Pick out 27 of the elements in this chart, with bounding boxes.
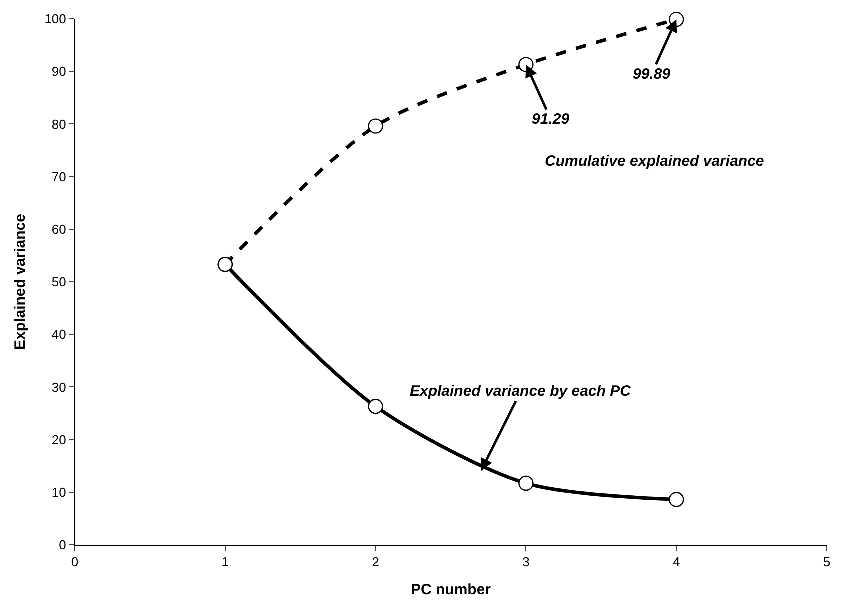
annotation: Explained variance by each PC <box>410 383 632 400</box>
x-tick-label: 4 <box>672 554 680 570</box>
x-axis-title: PC number <box>410 582 492 599</box>
y-tick-label: 30 <box>52 380 66 395</box>
x-tick-label: 5 <box>823 554 831 570</box>
annotation: 91.29 <box>532 111 570 128</box>
y-tick-label: 60 <box>52 222 66 237</box>
point <box>669 492 684 508</box>
point <box>518 476 534 492</box>
y-tick-label: 20 <box>52 432 66 448</box>
y-tick-label: 90 <box>52 64 66 80</box>
point <box>368 399 384 414</box>
y-tick-label: 50 <box>52 274 66 290</box>
y-tick-label: 70 <box>52 169 66 184</box>
y-axis-title: Explained variance <box>12 214 29 350</box>
y-tick-label: 100 <box>44 12 66 27</box>
y-tick-label: 0 <box>59 538 66 553</box>
x-tick-label: 0 <box>71 554 79 570</box>
y-tick-label: 40 <box>52 327 66 342</box>
x-tick-label: 1 <box>222 554 230 570</box>
annotation: 99.89 <box>633 66 672 83</box>
x-tick-label: 2 <box>372 554 380 570</box>
x-tick-label: 3 <box>522 554 530 570</box>
point <box>368 118 384 134</box>
y-tick-label: 10 <box>52 484 66 500</box>
y-tick-label: 80 <box>52 116 66 132</box>
annotation: Cumulative explained variance <box>545 153 764 170</box>
